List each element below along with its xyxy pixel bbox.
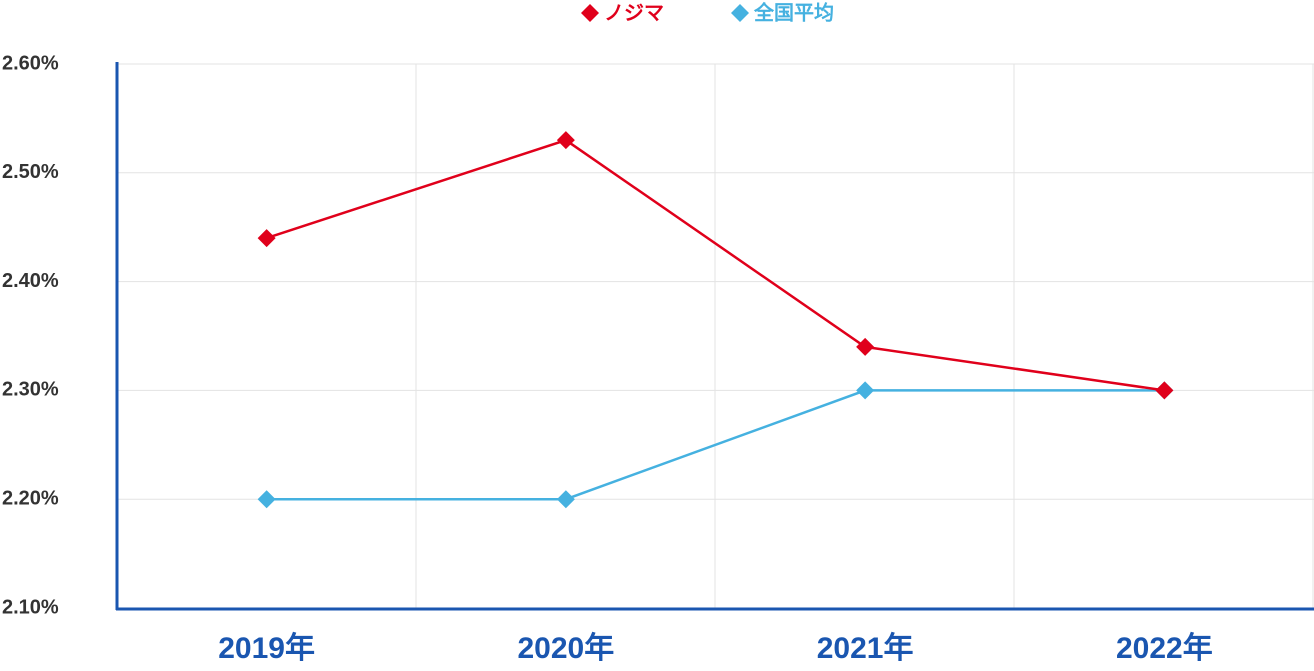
- legend-label: 全国平均: [753, 0, 834, 24]
- legend-marker: [731, 4, 749, 22]
- y-tick-label: 2.50%: [2, 161, 59, 183]
- data-point: [556, 490, 575, 509]
- y-tick-label: 2.30%: [2, 379, 59, 401]
- series-line: [266, 389, 1165, 501]
- legend-marker: [581, 4, 599, 22]
- y-tick-label: 2.40%: [2, 270, 59, 292]
- x-tick-label: 2019年: [218, 632, 315, 665]
- x-tick-label: 2020年: [518, 632, 615, 665]
- data-point: [1155, 381, 1174, 400]
- data-point: [257, 229, 276, 248]
- series-layer: [257, 131, 1174, 509]
- y-tick-label: 2.60%: [2, 52, 59, 74]
- y-tick-label: 2.10%: [2, 596, 59, 618]
- y-tick-label: 2.20%: [2, 487, 59, 509]
- data-point: [257, 490, 276, 509]
- series-line: [266, 138, 1165, 392]
- data-point: [856, 381, 875, 400]
- x-tick-label: 2021年: [817, 632, 914, 665]
- data-point: [856, 337, 875, 356]
- x-tick-label: 2022年: [1116, 632, 1213, 665]
- data-point: [556, 131, 575, 150]
- legend-label: ノジマ: [604, 2, 664, 24]
